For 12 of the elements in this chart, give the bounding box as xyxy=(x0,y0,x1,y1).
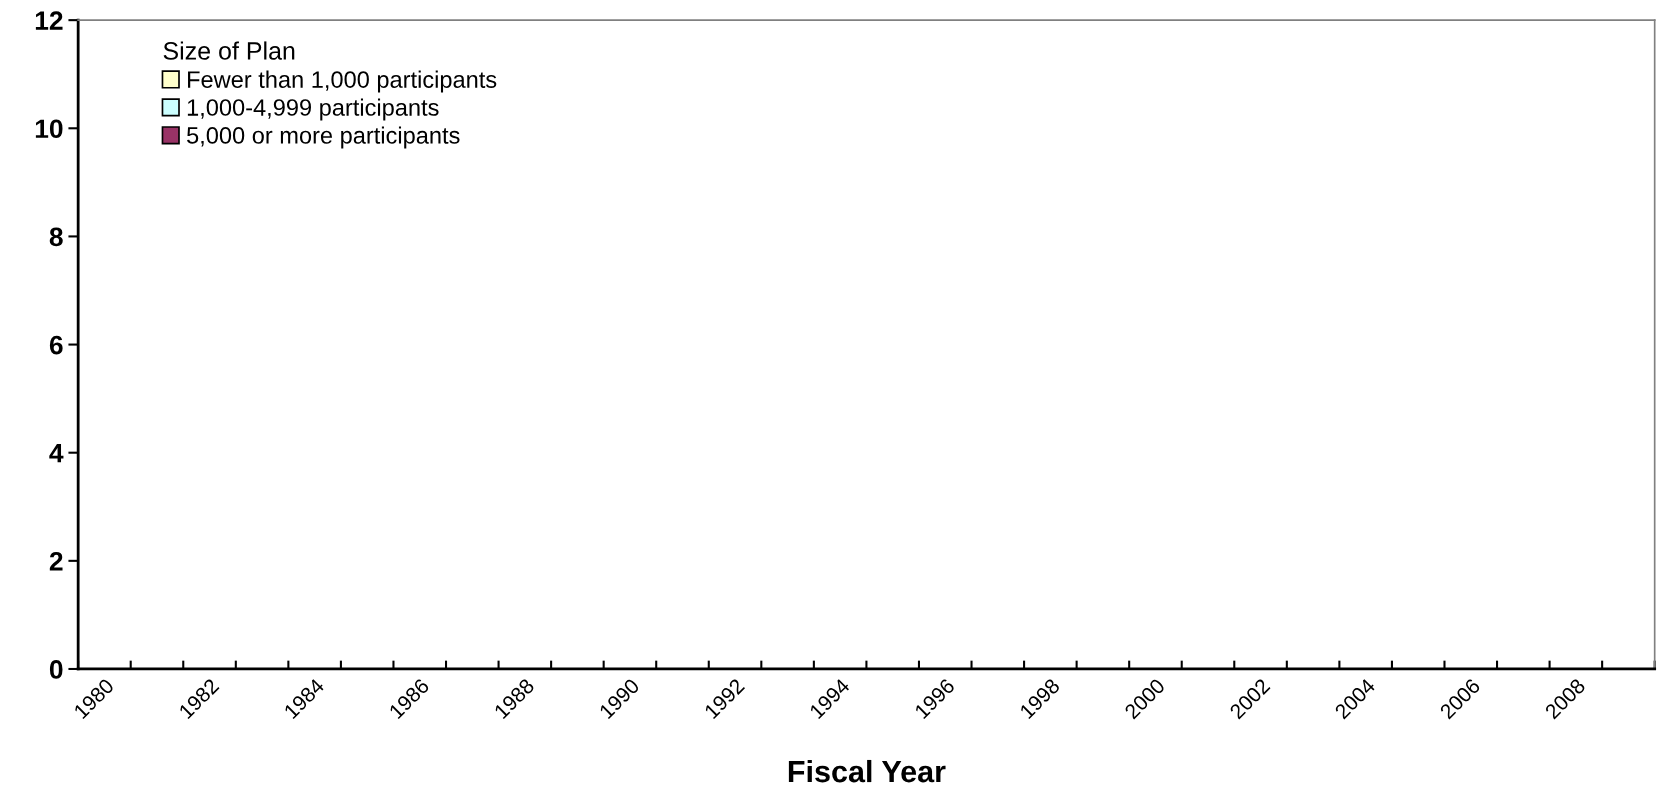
y-tick-label: 0 xyxy=(49,660,63,679)
legend-title: Size of Plan xyxy=(163,41,295,60)
y-tick-label: 6 xyxy=(49,335,63,355)
y-tick-label: 4 xyxy=(49,444,64,463)
y-tick-label: 12 xyxy=(35,11,63,30)
legend-label: Fewer than 1,000 participants xyxy=(188,70,497,93)
legend-label: 5,000 or more participants xyxy=(187,126,460,149)
y-tick-label: 10 xyxy=(35,119,63,139)
x-axis-title: Fiscal Year xyxy=(788,759,946,783)
y-tick-label: 2 xyxy=(49,551,63,571)
legend-label: 1,000-4,999 participants xyxy=(187,98,439,121)
y-tick-label: 8 xyxy=(49,227,63,247)
